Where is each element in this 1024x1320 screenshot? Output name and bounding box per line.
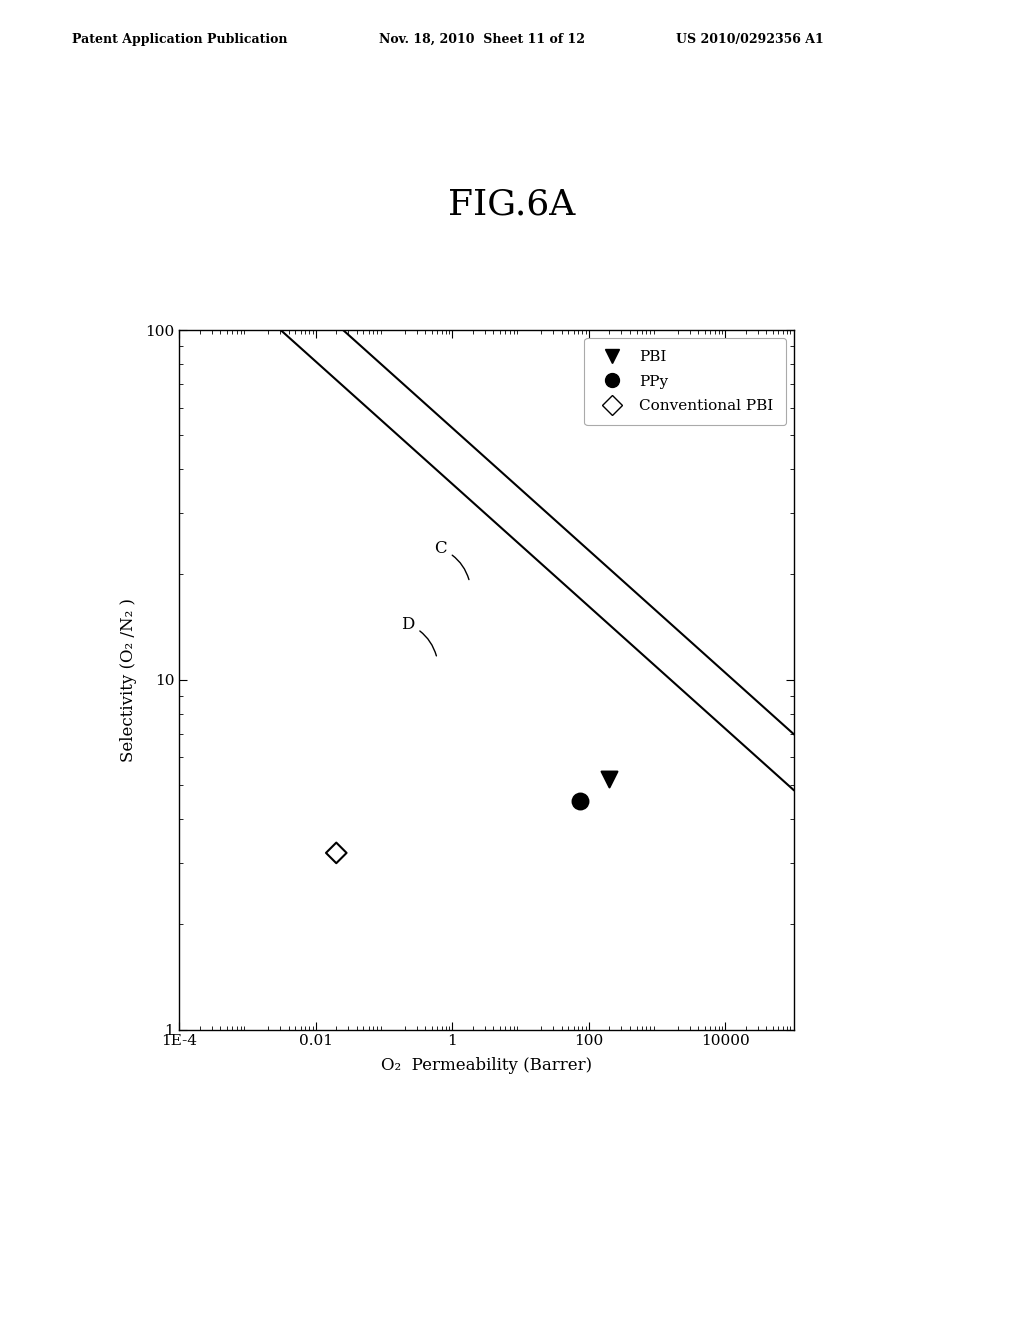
Text: D: D [401, 615, 436, 656]
Text: US 2010/0292356 A1: US 2010/0292356 A1 [676, 33, 823, 46]
Point [328, 842, 344, 863]
Legend: PBI, PPy, Conventional PBI: PBI, PPy, Conventional PBI [585, 338, 786, 425]
Text: Patent Application Publication: Patent Application Publication [72, 33, 287, 46]
Point [572, 791, 589, 812]
Point [601, 768, 617, 789]
Text: C: C [434, 540, 469, 579]
Text: Nov. 18, 2010  Sheet 11 of 12: Nov. 18, 2010 Sheet 11 of 12 [379, 33, 585, 46]
Text: FIG.6A: FIG.6A [449, 187, 575, 222]
X-axis label: O₂  Permeability (Barrer): O₂ Permeability (Barrer) [381, 1057, 592, 1073]
Y-axis label: Selectivity (O₂ /N₂ ): Selectivity (O₂ /N₂ ) [120, 598, 137, 762]
